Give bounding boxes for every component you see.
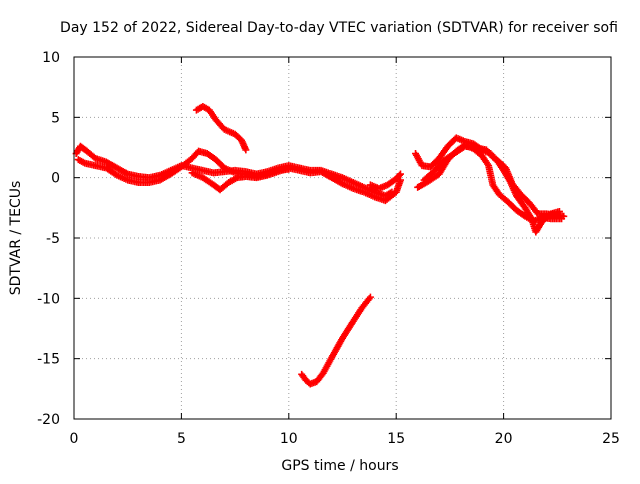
x-tick-label: 10	[280, 431, 298, 447]
x-axis-label: GPS time / hours	[281, 458, 398, 474]
grid	[74, 57, 611, 419]
series-arc-4	[192, 102, 250, 154]
y-tick-label: -15	[37, 352, 60, 368]
series-arc-5	[366, 170, 404, 193]
x-tick-label: 25	[602, 431, 620, 447]
axis-ticks: 0 5 10 15 20 25 -20 -15 -10 -5 0 5 10	[37, 50, 620, 447]
y-tick-label: -20	[37, 412, 60, 428]
data-points	[72, 102, 568, 388]
x-tick-label: 5	[177, 431, 186, 447]
x-tick-label: 20	[495, 431, 513, 447]
y-tick-label: 5	[51, 110, 60, 126]
data-point	[395, 171, 403, 179]
series-arc-6	[298, 293, 374, 388]
data-point	[242, 146, 250, 154]
data-point	[560, 212, 568, 220]
series-arc-9	[420, 142, 568, 220]
y-tick-label: 10	[42, 50, 60, 66]
y-tick-label: -5	[46, 231, 60, 247]
y-axis-label: SDTVAR / TECUs	[8, 181, 24, 296]
data-point	[396, 170, 404, 178]
x-tick-label: 0	[70, 431, 79, 447]
x-tick-label: 15	[387, 431, 405, 447]
data-point	[366, 293, 374, 301]
y-tick-label: 0	[51, 171, 60, 187]
chart-title: Day 152 of 2022, Sidereal Day-to-day VTE…	[60, 20, 618, 36]
y-tick-label: -10	[37, 291, 60, 307]
series-arc-3	[188, 164, 404, 205]
